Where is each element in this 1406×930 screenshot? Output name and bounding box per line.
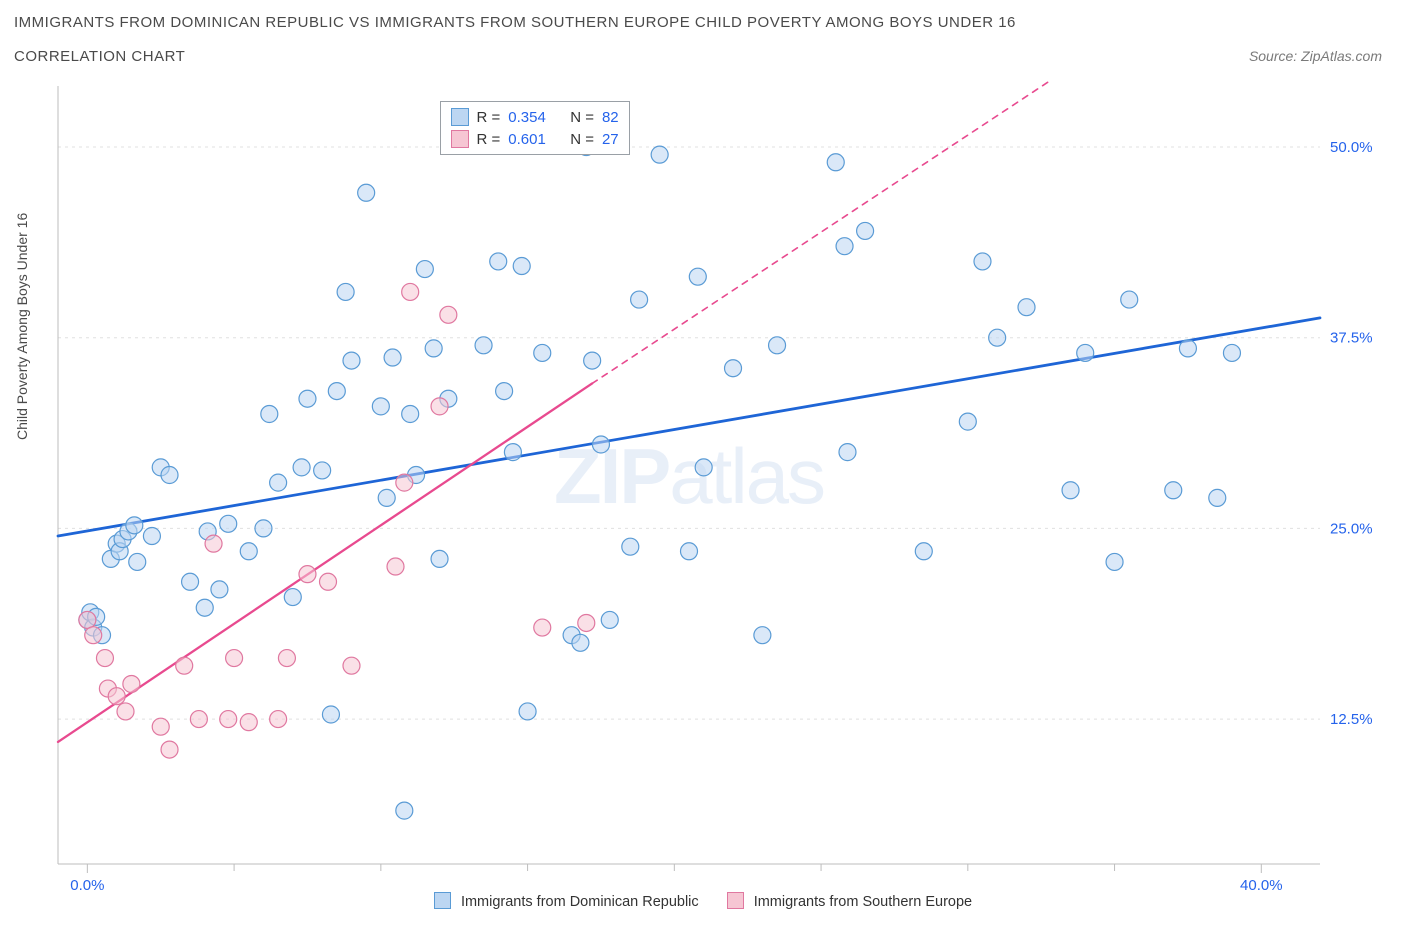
series-legend-label-2: Immigrants from Southern Europe — [754, 894, 972, 910]
legend-swatch-icon — [451, 108, 469, 126]
chart-title-line2: CORRELATION CHART — [14, 48, 185, 65]
scatter-chart-svg: 12.5%25.0%37.5%50.0%ZIPatlas0.0%40.0% — [14, 80, 1392, 916]
legend-swatch-icon — [451, 130, 469, 148]
chart-area: 12.5%25.0%37.5%50.0%ZIPatlas0.0%40.0% R … — [14, 80, 1392, 916]
legend-swatch-icon — [727, 892, 744, 909]
series-legend: Immigrants from Dominican Republic Immig… — [14, 892, 1392, 910]
svg-text:25.0%: 25.0% — [1330, 520, 1373, 537]
chart-title-line1: IMMIGRANTS FROM DOMINICAN REPUBLIC VS IM… — [14, 14, 1016, 31]
svg-text:50.0%: 50.0% — [1330, 139, 1373, 156]
correlation-legend-box: R =0.354 N =82 R =0.601 N =27 — [440, 101, 630, 155]
series-legend-item-2: Immigrants from Southern Europe — [727, 892, 972, 910]
svg-text:37.5%: 37.5% — [1330, 330, 1373, 347]
legend-row: R =0.354 N =82 — [451, 108, 619, 126]
source-attribution: Source: ZipAtlas.com — [1249, 48, 1382, 64]
svg-text:12.5%: 12.5% — [1330, 711, 1373, 728]
legend-row: R =0.601 N =27 — [451, 130, 619, 148]
legend-swatch-icon — [434, 892, 451, 909]
series-legend-label-1: Immigrants from Dominican Republic — [461, 894, 699, 910]
series-legend-item-1: Immigrants from Dominican Republic — [434, 892, 699, 910]
